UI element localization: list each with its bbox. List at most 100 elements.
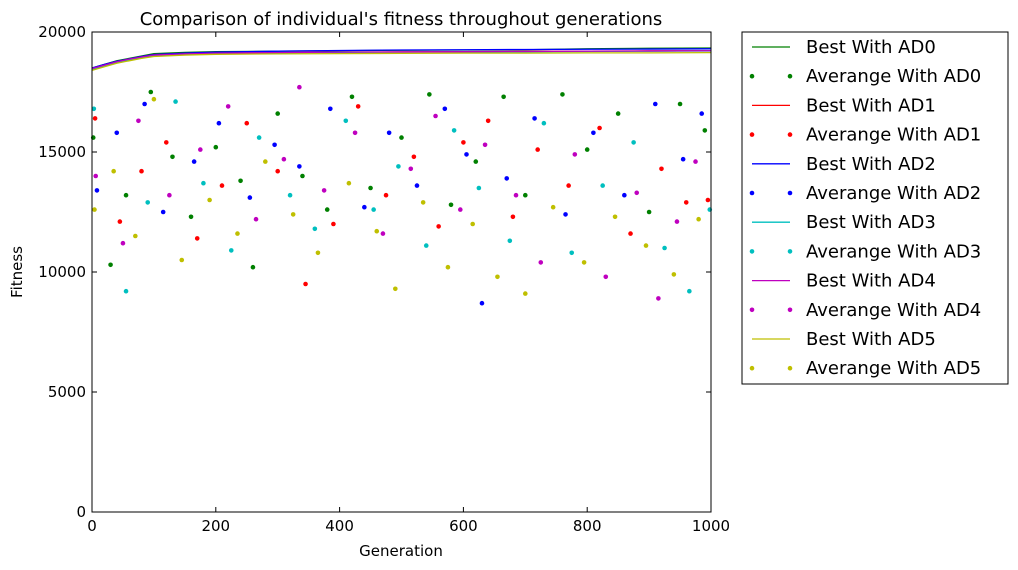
data-point: [563, 212, 568, 217]
data-point: [275, 168, 281, 174]
series-1: [90, 89, 708, 270]
data-point: [591, 130, 596, 136]
data-point: [532, 116, 537, 121]
data-point: [287, 192, 293, 198]
y-axis-label: Fitness: [8, 246, 26, 298]
data-point: [652, 101, 658, 107]
data-point: [643, 243, 649, 248]
legend-marker: [787, 307, 793, 313]
data-point: [235, 231, 240, 236]
data-point: [362, 204, 367, 210]
data-point: [451, 128, 457, 133]
x-tick-label: 800: [573, 517, 602, 535]
data-point: [683, 200, 689, 205]
data-point: [213, 144, 219, 150]
data-point: [628, 231, 633, 236]
data-point: [436, 224, 441, 229]
data-point: [346, 180, 352, 186]
data-point: [238, 178, 243, 184]
data-point: [458, 207, 463, 212]
series-5: [94, 101, 705, 306]
data-point: [114, 130, 120, 136]
legend-label: Best With AD3: [806, 212, 936, 233]
data-point: [133, 233, 138, 239]
data-point: [170, 154, 175, 160]
data-point: [461, 140, 466, 145]
series-line-10: [91, 51, 712, 72]
legend-label: Best With AD5: [806, 329, 936, 350]
legend-label: Averange With AD3: [806, 241, 981, 262]
data-point: [470, 221, 475, 227]
data-point: [659, 166, 664, 172]
legend-marker: [749, 73, 755, 79]
data-point: [244, 120, 250, 126]
data-point: [275, 111, 281, 116]
data-point: [315, 250, 321, 256]
legend-item: Best With AD0: [752, 37, 936, 58]
x-tick-label: 1000: [692, 517, 730, 535]
data-point: [201, 180, 206, 186]
legend-marker: [787, 73, 793, 79]
data-point: [136, 118, 141, 124]
data-point: [91, 106, 97, 112]
data-point: [396, 164, 401, 169]
data-point: [108, 262, 113, 268]
series-3: [92, 104, 711, 287]
data-point: [569, 250, 575, 256]
data-point: [445, 264, 451, 270]
series-11: [92, 96, 701, 296]
x-tick-label: 400: [325, 517, 354, 535]
data-point: [464, 152, 469, 157]
data-point: [662, 245, 667, 251]
legend-marker: [787, 190, 793, 196]
data-point: [603, 274, 609, 280]
data-point: [123, 192, 129, 198]
data-point: [442, 106, 448, 112]
x-tick-label: 0: [87, 517, 97, 535]
data-point: [473, 159, 479, 164]
x-axis-label: Generation: [359, 542, 443, 560]
data-point: [290, 212, 296, 217]
data-point: [541, 120, 547, 126]
data-point: [92, 116, 98, 121]
data-point: [198, 147, 203, 152]
data-point: [581, 260, 587, 265]
data-point: [584, 147, 590, 152]
data-point: [160, 209, 166, 215]
data-point: [495, 274, 500, 280]
data-point: [671, 272, 677, 277]
y-tick-label: 15000: [38, 143, 86, 161]
data-point: [300, 173, 305, 179]
y-tick-label: 0: [76, 503, 86, 521]
data-point: [167, 192, 172, 198]
data-point: [117, 219, 123, 224]
data-point: [374, 228, 380, 234]
series-7: [91, 99, 713, 294]
data-point: [538, 260, 544, 265]
legend-marker: [787, 132, 793, 137]
chart-title: Comparison of individual's fitness throu…: [140, 9, 663, 30]
data-point: [423, 243, 429, 248]
data-point: [93, 173, 99, 179]
data-point: [191, 159, 197, 164]
data-point: [507, 238, 513, 244]
data-point: [151, 96, 157, 102]
data-point: [414, 183, 420, 188]
x-tick-label: 600: [449, 517, 478, 535]
data-point: [433, 113, 438, 119]
series-9: [93, 84, 698, 301]
y-tick-label: 5000: [48, 383, 86, 401]
data-point: [566, 183, 571, 188]
y-tick-label: 20000: [38, 23, 86, 41]
legend-items: Best With AD0 Averange With AD0 Best With …: [749, 37, 981, 379]
data-point: [476, 185, 482, 191]
data-point: [510, 214, 516, 220]
data-point: [92, 207, 97, 212]
data-point: [297, 84, 302, 90]
data-point: [597, 125, 602, 131]
series-layer: [90, 47, 713, 306]
data-point: [408, 166, 414, 172]
data-point: [228, 248, 234, 253]
data-point: [207, 197, 212, 203]
